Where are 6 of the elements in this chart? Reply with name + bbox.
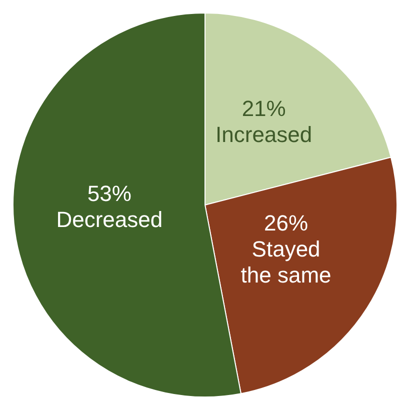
data-label: 26% (264, 210, 308, 236)
data-label: 53% (87, 181, 132, 206)
slice-label: Stayed the same (240, 236, 332, 288)
slice-label: Increased (216, 122, 312, 148)
data-label: 21% (242, 96, 286, 122)
slice-label: Decreased (56, 207, 163, 232)
